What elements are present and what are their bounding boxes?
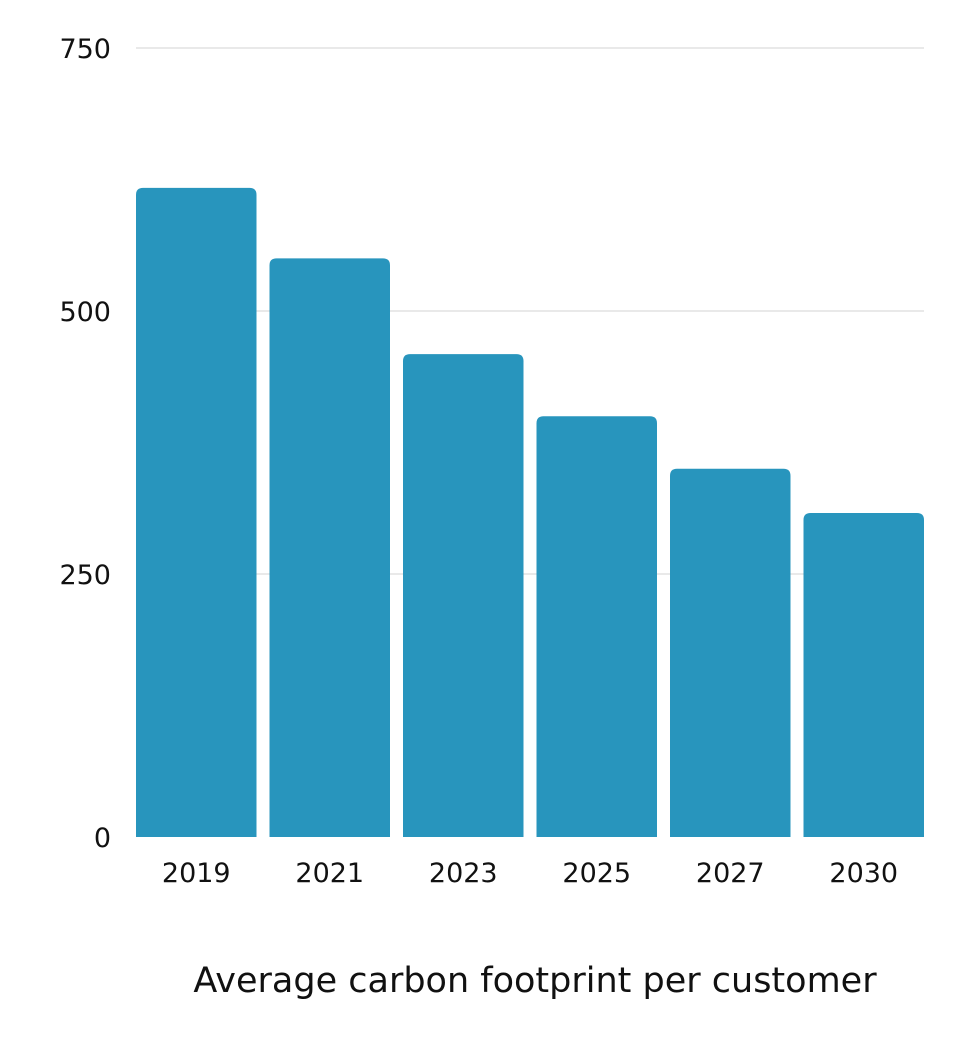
x-tick-label-2025: 2025 — [562, 858, 631, 889]
y-tick-label-750: 750 — [59, 34, 111, 65]
x-axis-title: Average carbon footprint per customer — [193, 961, 877, 1001]
x-tick-label-2021: 2021 — [295, 858, 364, 889]
y-tick-label-0: 0 — [94, 823, 111, 854]
y-axis-ticks: 0 250 500 750 — [59, 34, 111, 854]
x-tick-label-2027: 2027 — [696, 858, 765, 889]
bars — [136, 187, 924, 837]
bar-2025 — [536, 416, 657, 837]
bar-2023 — [403, 354, 524, 837]
bar-2021 — [269, 258, 390, 837]
bar-2027 — [670, 468, 791, 837]
x-tick-label-2019: 2019 — [162, 858, 231, 889]
x-tick-label-2023: 2023 — [429, 858, 498, 889]
x-tick-label-2030: 2030 — [829, 858, 898, 889]
x-axis-ticks: 2019 2021 2023 2025 2027 2030 — [162, 858, 898, 889]
bar-2030 — [803, 512, 924, 837]
bar-2019 — [136, 187, 257, 837]
y-tick-label-500: 500 — [59, 297, 111, 328]
y-tick-label-250: 250 — [59, 560, 111, 591]
grid-lines — [136, 47, 924, 575]
